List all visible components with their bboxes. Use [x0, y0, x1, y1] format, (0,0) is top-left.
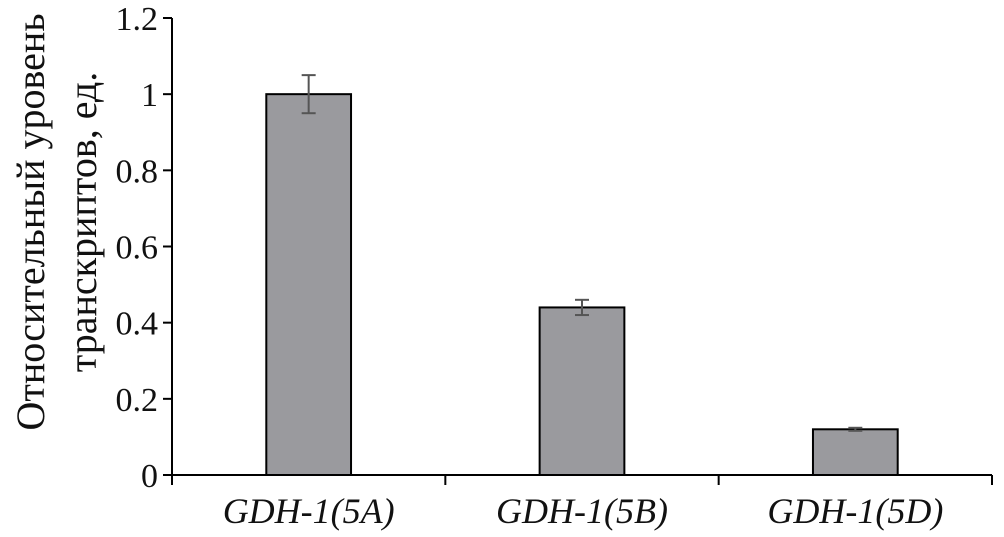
y-tick-label: 0.6	[116, 230, 159, 267]
y-axis-title-line-1: Относительный уровень	[8, 13, 53, 430]
bar	[538, 306, 626, 476]
y-tick-label: 1.2	[116, 1, 159, 38]
y-tick-label: 0	[141, 458, 158, 495]
y-tick-label: 0.2	[116, 382, 159, 419]
y-tick-label: 0.4	[116, 306, 159, 343]
y-tick-label: 0.8	[116, 153, 159, 190]
x-axis-ticks: GDH-1(5A) GDH-1(5B) GDH-1(5D)	[171, 475, 993, 531]
error-bars	[301, 74, 863, 432]
x-category-label: GDH-1(5B)	[496, 491, 668, 531]
bar	[265, 93, 353, 477]
error-bar	[301, 74, 316, 115]
axes	[171, 18, 992, 476]
y-tick-label: 1	[141, 77, 158, 114]
bars	[265, 93, 899, 477]
x-category-label: GDH-1(5A)	[223, 491, 395, 531]
error-bar	[575, 298, 589, 317]
bar	[811, 428, 899, 476]
y-axis-title-line-2: транскриптов, ед.	[60, 72, 105, 373]
y-axis-title: Относительный уровень транскриптов, ед.	[8, 13, 105, 430]
x-category-label: GDH-1(5D)	[767, 491, 943, 531]
y-axis-ticks: 0 0.2 0.4 0.6 0.8 1 1.2	[116, 1, 172, 495]
error-bar	[848, 426, 863, 432]
